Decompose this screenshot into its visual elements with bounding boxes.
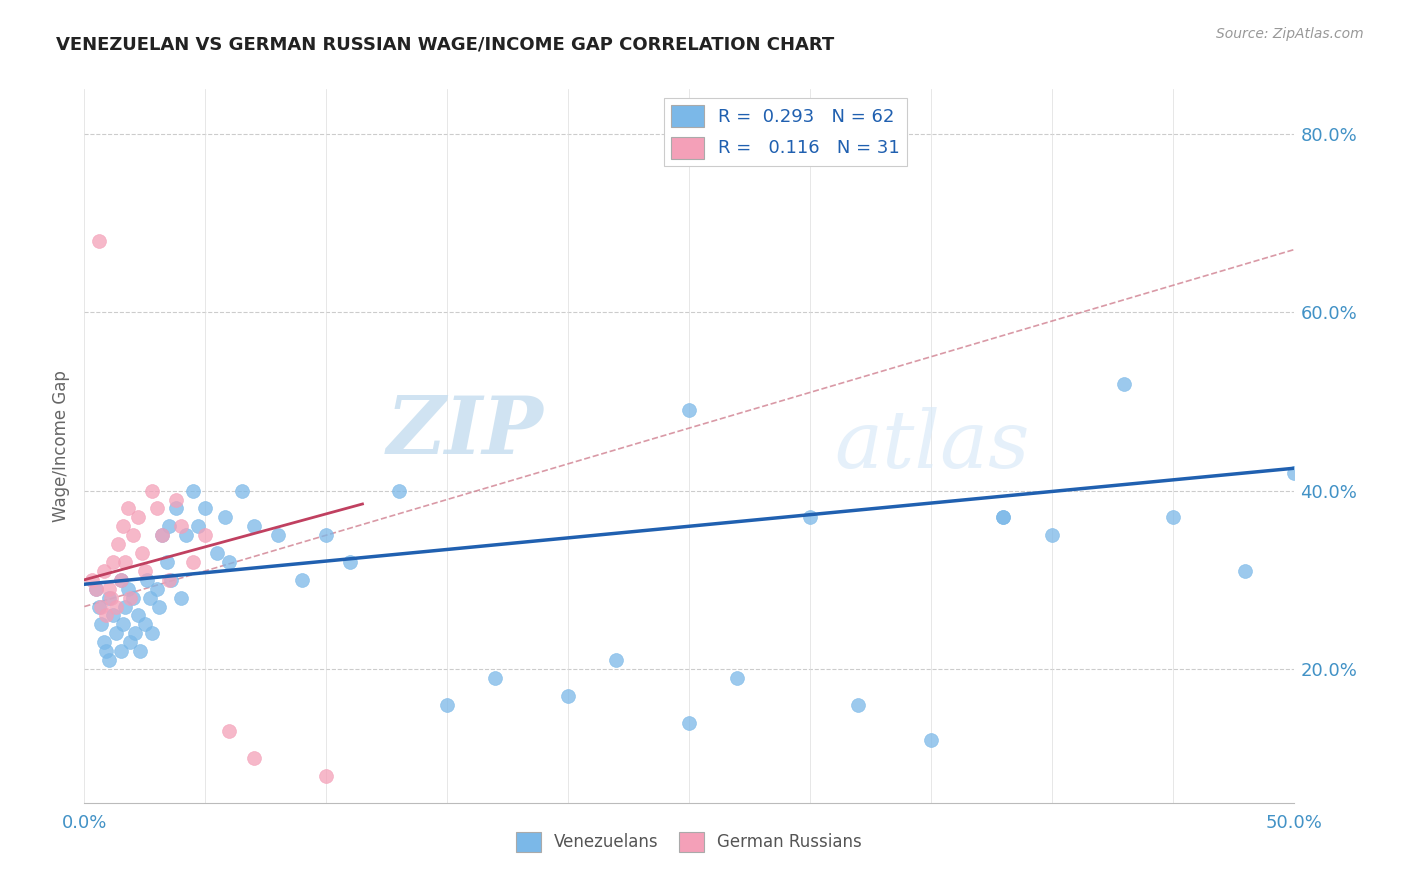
Point: [97, 582, 120, 596]
Point: [93, 564, 115, 578]
Point: [112, 617, 135, 632]
Point: [80, 573, 103, 587]
Point: [146, 582, 169, 596]
Point: [150, 528, 173, 542]
Point: [117, 501, 139, 516]
Point: [112, 519, 135, 533]
Point: [1282, 466, 1305, 480]
Point: [315, 769, 337, 783]
Point: [725, 671, 748, 685]
Point: [104, 626, 127, 640]
Point: [114, 555, 136, 569]
Point: [121, 528, 143, 542]
Point: [231, 483, 253, 498]
Point: [110, 644, 132, 658]
Point: [678, 715, 700, 730]
Point: [148, 599, 170, 614]
Point: [86, 582, 108, 596]
Point: [131, 546, 153, 560]
Point: [165, 492, 187, 507]
Point: [170, 519, 193, 533]
Point: [103, 608, 125, 623]
Point: [120, 635, 142, 649]
Point: [678, 403, 700, 417]
Point: [141, 483, 163, 498]
Point: [291, 573, 314, 587]
Point: [160, 573, 183, 587]
Point: [605, 653, 627, 667]
Point: [1040, 528, 1063, 542]
Point: [920, 733, 942, 747]
Point: [94, 644, 117, 658]
Point: [170, 591, 193, 605]
Point: [103, 555, 125, 569]
Point: [100, 591, 122, 605]
Point: [207, 546, 229, 560]
Point: [87, 234, 110, 248]
Point: [134, 617, 156, 632]
Point: [129, 644, 152, 658]
Point: [993, 510, 1015, 524]
Point: [267, 528, 290, 542]
Point: [120, 591, 142, 605]
Point: [114, 599, 136, 614]
Point: [165, 501, 187, 516]
Point: [157, 573, 180, 587]
Point: [181, 555, 204, 569]
Point: [86, 582, 108, 596]
Point: [127, 510, 149, 524]
Point: [150, 528, 173, 542]
Point: [136, 573, 159, 587]
Point: [138, 591, 160, 605]
Point: [174, 528, 197, 542]
Point: [121, 591, 143, 605]
Text: ZIP: ZIP: [387, 393, 544, 470]
Point: [1161, 510, 1184, 524]
Point: [124, 626, 146, 640]
Point: [484, 671, 506, 685]
Text: Source: ZipAtlas.com: Source: ZipAtlas.com: [1216, 27, 1364, 41]
Y-axis label: Wage/Income Gap: Wage/Income Gap: [52, 370, 70, 522]
Point: [94, 608, 117, 623]
Point: [187, 519, 209, 533]
Point: [157, 519, 180, 533]
Point: [846, 698, 869, 712]
Point: [90, 599, 112, 614]
Point: [214, 510, 236, 524]
Point: [436, 698, 458, 712]
Point: [242, 751, 264, 765]
Point: [107, 537, 129, 551]
Legend: Venezuelans, German Russians: Venezuelans, German Russians: [509, 825, 869, 859]
Point: [117, 582, 139, 596]
Point: [1234, 564, 1257, 578]
Text: VENEZUELAN VS GERMAN RUSSIAN WAGE/INCOME GAP CORRELATION CHART: VENEZUELAN VS GERMAN RUSSIAN WAGE/INCOME…: [56, 36, 835, 54]
Point: [315, 528, 337, 542]
Point: [146, 501, 169, 516]
Point: [127, 608, 149, 623]
Point: [97, 653, 120, 667]
Point: [218, 555, 240, 569]
Point: [141, 626, 163, 640]
Point: [87, 599, 110, 614]
Point: [155, 555, 177, 569]
Point: [339, 555, 361, 569]
Point: [194, 501, 217, 516]
Point: [134, 564, 156, 578]
Point: [993, 510, 1015, 524]
Point: [110, 573, 132, 587]
Point: [90, 617, 112, 632]
Point: [181, 483, 204, 498]
Point: [388, 483, 411, 498]
Point: [799, 510, 821, 524]
Point: [97, 591, 120, 605]
Point: [218, 724, 240, 739]
Point: [93, 635, 115, 649]
Point: [242, 519, 264, 533]
Point: [104, 599, 127, 614]
Point: [557, 689, 579, 703]
Text: atlas: atlas: [834, 408, 1029, 484]
Point: [110, 573, 132, 587]
Point: [1114, 376, 1136, 391]
Point: [194, 528, 217, 542]
